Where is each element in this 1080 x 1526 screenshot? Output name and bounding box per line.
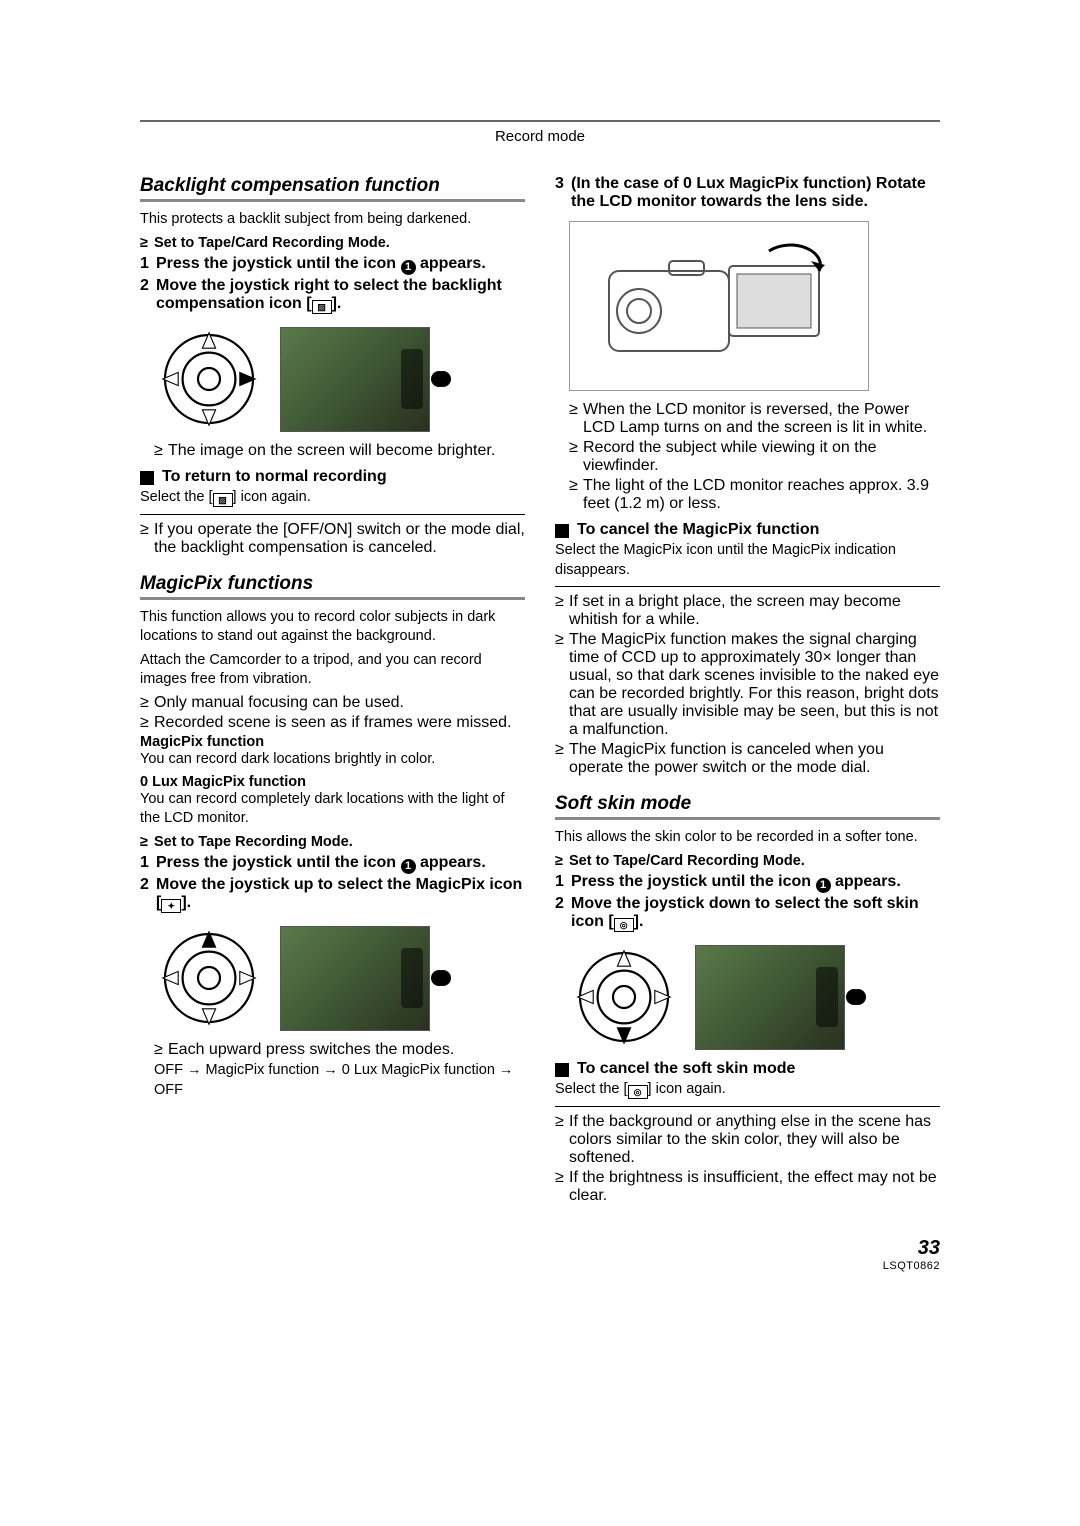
magicpix-h1: MagicPix function [140,734,525,750]
divider [555,586,940,587]
ss-step1-a: Press the joystick until the icon [571,873,816,890]
return-text-a: Select the [ [140,489,213,505]
thumbnail-indicator-1: 1 [850,989,866,1005]
backlight-mode: Set to Tape/Card Recording Mode. [140,234,525,254]
section-underline [140,597,525,600]
header-section: Record mode [140,128,940,145]
softskin-n1: If the background or anything else in th… [555,1113,940,1167]
divider [140,514,525,515]
cancel-magicpix-title: To cancel the MagicPix function [577,521,819,539]
magicpix-thumbnail: 1 [280,926,430,1031]
section-magicpix-title: MagicPix functions [140,573,525,595]
page-number: 33 [140,1237,940,1260]
step1-text-a: Press the joystick until the icon [156,255,401,272]
section-softskin-title: Soft skin mode [555,793,940,815]
right-b3: The light of the LCD monitor reaches app… [555,477,940,513]
mp-step2-b: ]. [181,894,191,911]
circled-1-icon: 1 [401,260,416,275]
softskin-icon: ◎ [614,918,634,932]
camera-illustration [569,221,869,391]
ss-step1-b: appears. [831,873,901,890]
content-columns: Backlight compensation function This pro… [140,175,940,1207]
backlight-result: The image on the screen will become brig… [140,442,525,460]
magicpix-h2-text: You can record completely dark locations… [140,790,525,829]
magicpix-step1: 1 Press the joystick until the icon 1 ap… [140,854,525,874]
cancel-softskin-title: To cancel the soft skin mode [577,1060,795,1078]
circled-1-icon: 1 [401,859,416,874]
magicpix-mode: Set to Tape Recording Mode. [140,833,525,853]
joystick-down-icon [569,942,679,1052]
thumbnail-indicator-1: 1 [435,970,451,986]
magicpix-h2: 0 Lux MagicPix function [140,774,525,790]
backlight-step1: 1 Press the joystick until the icon 1 ap… [140,255,525,275]
cancel-magicpix-heading: To cancel the MagicPix function [555,521,940,539]
softskin-mode: Set to Tape/Card Recording Mode. [555,852,940,872]
magicpix-p1: This function allows you to record color… [140,608,525,647]
magicpix-b1: Only manual focusing can be used. [140,694,525,712]
cancel-magicpix-text: Select the MagicPix icon until the Magic… [555,541,940,580]
return-text-b: ] icon again. [233,489,311,505]
softskin-figure-row: 1 [569,942,940,1052]
softskin-p1: This allows the skin color to be recorde… [555,828,940,848]
right-column: 3 (In the case of 0 Lux MagicPix functio… [555,175,940,1207]
doc-code: LSQT0862 [140,1260,940,1272]
divider [555,1106,940,1107]
magicpix-b2: Recorded scene is seen as if frames were… [140,714,525,732]
softskin-icon: ◎ [628,1085,648,1099]
square-bullet-icon [555,1063,569,1077]
softskin-step1: 1 Press the joystick until the icon 1 ap… [555,873,940,893]
square-bullet-icon [140,471,154,485]
backlight-icon: ▨ [312,300,332,314]
magicpix-result: Each upward press switches the modes. [140,1041,525,1059]
cancel-softskin-heading: To cancel the soft skin mode [555,1060,940,1078]
footer: 33 LSQT0862 [140,1237,940,1272]
cancel-softskin-text: Select the [◎] icon again. [555,1080,940,1100]
right-b2: Record the subject while viewing it on t… [555,439,940,475]
magicpix-result2: OFF → MagicPix function → 0 Lux MagicPix… [140,1061,525,1100]
backlight-note1: If you operate the [OFF/ON] switch or th… [140,521,525,557]
right-n1: If set in a bright place, the screen may… [555,593,940,629]
backlight-step2: 2 Move the joystick right to select the … [140,277,525,314]
ss-cancel-b: ] icon again. [648,1081,726,1097]
ss-step2-b: ]. [634,913,644,930]
circled-1-icon: 1 [816,878,831,893]
section-backlight-title: Backlight compensation function [140,175,525,197]
backlight-return-text: Select the [▨] icon again. [140,488,525,508]
magicpix-h1-text: You can record dark locations brightly i… [140,750,525,770]
section-underline [555,817,940,820]
backlight-intro: This protects a backlit subject from bei… [140,210,525,230]
mp-step1-b: appears. [416,854,486,871]
softskin-thumbnail: 1 [695,945,845,1050]
left-column: Backlight compensation function This pro… [140,175,525,1207]
thumbnail-indicator-1: 1 [435,371,451,387]
right-n2: The MagicPix function makes the signal c… [555,631,940,739]
magicpix-icon: ✦ [161,899,181,913]
magicpix-step3: 3 (In the case of 0 Lux MagicPix functio… [555,175,940,211]
backlight-figure-row: 1 [154,324,525,434]
joystick-up-icon [154,923,264,1033]
backlight-icon: ▨ [213,493,233,507]
backlight-return-heading: To return to normal recording [140,468,525,486]
softskin-n2: If the brightness is insufficient, the e… [555,1169,940,1205]
header-rule [140,120,940,122]
backlight-return-title: To return to normal recording [162,468,387,486]
ss-cancel-a: Select the [ [555,1081,628,1097]
magicpix-step2: 2 Move the joystick up to select the Mag… [140,876,525,913]
section-underline [140,199,525,202]
step2-text-b: ]. [332,295,342,312]
right-n3: The MagicPix function is canceled when y… [555,741,940,777]
right-b1: When the LCD monitor is reversed, the Po… [555,401,940,437]
magicpix-figure-row: 1 [154,923,525,1033]
softskin-step2: 2 Move the joystick down to select the s… [555,895,940,932]
camcorder-icon [579,231,859,381]
mp-step2-a: Move the joystick up to select the Magic… [156,876,522,911]
step1-text-b: appears. [416,255,486,272]
mp-step3: (In the case of 0 Lux MagicPix function)… [571,175,926,210]
square-bullet-icon [555,524,569,538]
backlight-thumbnail: 1 [280,327,430,432]
joystick-right-icon [154,324,264,434]
magicpix-p2: Attach the Camcorder to a tripod, and yo… [140,651,525,690]
mp-step1-a: Press the joystick until the icon [156,854,401,871]
